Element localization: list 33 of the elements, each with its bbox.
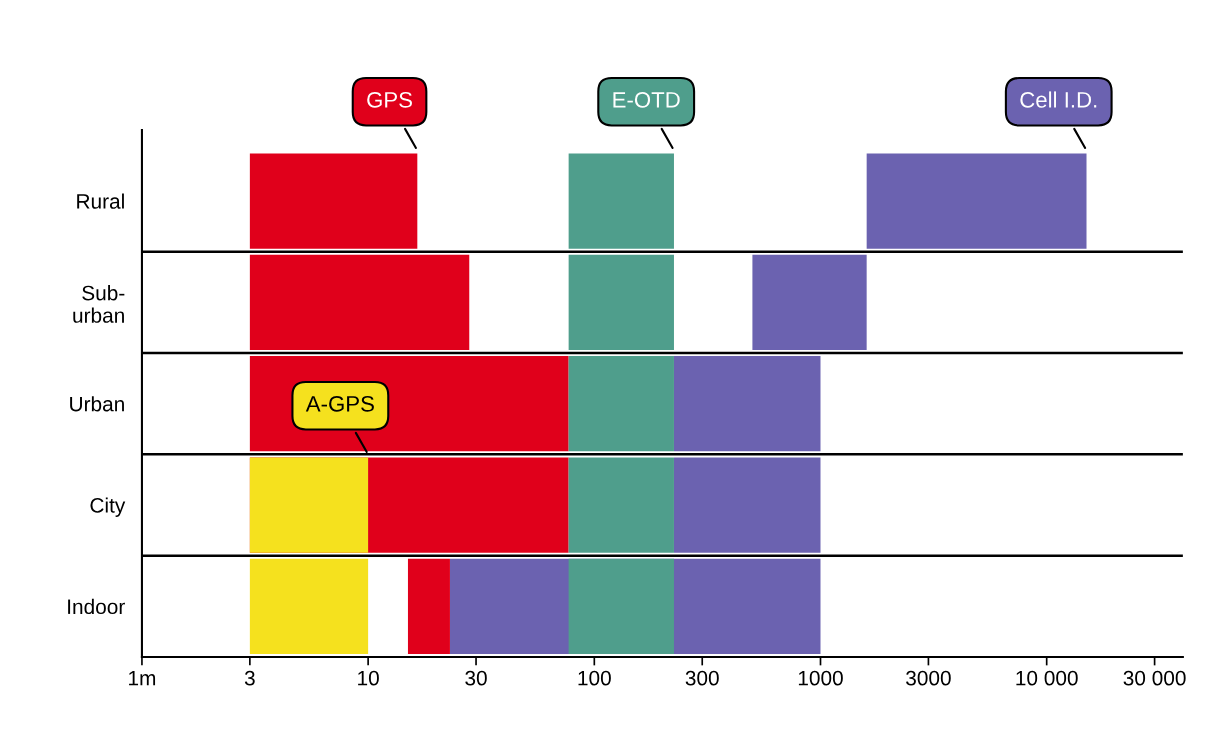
- x-tick-label: 10 000: [1016, 670, 1078, 686]
- bar: [568, 254, 674, 350]
- x-tick-label: 3: [244, 670, 255, 686]
- bar: [568, 356, 674, 452]
- bar: [673, 356, 821, 452]
- bar: [407, 558, 450, 654]
- x-tick-label: 1000: [798, 670, 843, 686]
- bar: [673, 457, 821, 553]
- x-tick-label: 1m: [129, 670, 156, 686]
- bar: [568, 558, 674, 654]
- x-tick-label: 100: [578, 670, 611, 686]
- y-tick-label: Sub- urban: [73, 285, 125, 323]
- x-tick-label: 30 000: [1123, 670, 1186, 686]
- bar: [568, 153, 674, 249]
- y-tick-label: Rural: [77, 193, 124, 209]
- text: E-OTD: [613, 91, 680, 108]
- bar: [249, 153, 418, 249]
- bar: [249, 457, 369, 553]
- bar: [568, 457, 674, 553]
- bar: [249, 558, 369, 654]
- x-tick-label: 10: [358, 670, 379, 686]
- x-tick-label: 300: [685, 670, 719, 686]
- y-tick-label: Urban: [70, 396, 124, 412]
- text: GPS: [367, 91, 412, 108]
- y-tick-label: Indoor: [68, 598, 125, 615]
- x-tick-label: 30: [465, 670, 487, 686]
- x-tick-label: 3000: [906, 670, 951, 686]
- text: Cell I.D.: [1020, 91, 1097, 108]
- bar: [752, 254, 867, 350]
- text: A-GPS: [305, 395, 374, 412]
- bar: [249, 254, 470, 350]
- y-tick-label: City: [90, 497, 126, 517]
- bar: [866, 153, 1087, 249]
